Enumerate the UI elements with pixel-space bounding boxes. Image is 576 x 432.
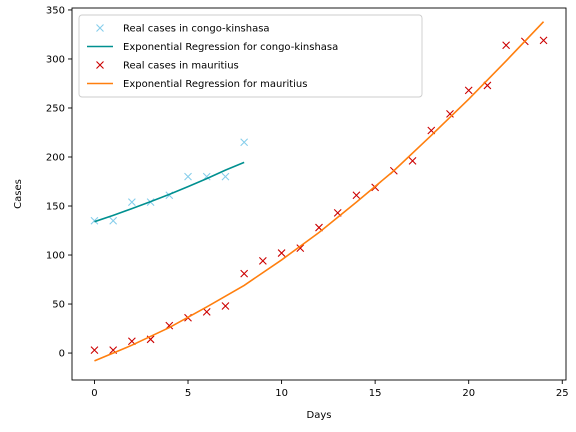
- series-line: [94, 161, 245, 223]
- data-point: [352, 191, 361, 200]
- data-point: [446, 109, 454, 118]
- legend-label: Real cases in congo-kinshasa: [123, 24, 270, 35]
- legend-entry: Exponential Regression for mauritius: [87, 79, 307, 90]
- x-tick-label: 25: [556, 388, 569, 399]
- x-tick-label: 10: [275, 388, 288, 399]
- data-point: [184, 172, 192, 181]
- data-point: [277, 249, 286, 257]
- y-tick-label: 250: [46, 103, 65, 114]
- legend-label: Real cases in mauritius: [123, 61, 239, 72]
- x-tick-label: 15: [369, 388, 382, 399]
- legend-entry: Real cases in mauritius: [96, 61, 239, 72]
- data-point: [464, 86, 473, 95]
- legend: Real cases in congo-kinshasa Exponential …: [78, 14, 423, 98]
- data-point: [258, 257, 267, 265]
- data-point: [221, 302, 230, 310]
- axes-frame: [71, 7, 567, 381]
- legend-entry: Real cases in congo-kinshasa: [96, 24, 270, 35]
- x-axis-label: Days: [307, 410, 332, 421]
- data-point: [539, 36, 548, 45]
- data-point: [90, 346, 99, 354]
- series-2: [94, 161, 245, 223]
- y-tick-label: 100: [46, 251, 65, 262]
- series-line: [94, 21, 545, 362]
- legend-marker-swatch: [96, 61, 104, 69]
- data-point: [109, 216, 118, 225]
- series-4: [94, 21, 545, 362]
- data-point: [296, 244, 305, 253]
- legend-label: Exponential Regression for mauritius: [123, 79, 307, 90]
- y-axis-label: Cases: [13, 179, 24, 209]
- legend-box: [78, 14, 423, 98]
- data-point: [202, 307, 211, 316]
- y-tick-label: 150: [46, 202, 65, 213]
- data-point: [240, 138, 249, 147]
- data-point: [127, 198, 136, 206]
- x-tick-label: 20: [462, 388, 475, 399]
- data-point: [240, 269, 249, 278]
- y-tick-label: 300: [46, 54, 65, 65]
- data-point: [90, 216, 99, 225]
- y-tick-label: 200: [46, 152, 65, 163]
- legend-marker-swatch: [96, 24, 104, 32]
- series-layer: [90, 21, 548, 362]
- legend-label: Exponential Regression for congo-kinshas…: [123, 42, 338, 53]
- y-tick-label: 50: [52, 300, 65, 311]
- data-point: [408, 157, 417, 165]
- legend-entry: Exponential Regression for congo-kinshas…: [87, 42, 338, 53]
- y-tick-label: 0: [59, 349, 65, 360]
- data-point: [221, 172, 230, 181]
- x-tick-label: 0: [91, 388, 97, 399]
- data-point: [502, 41, 511, 50]
- y-tick-label: 350: [46, 5, 65, 16]
- x-tick-label: 5: [185, 388, 191, 399]
